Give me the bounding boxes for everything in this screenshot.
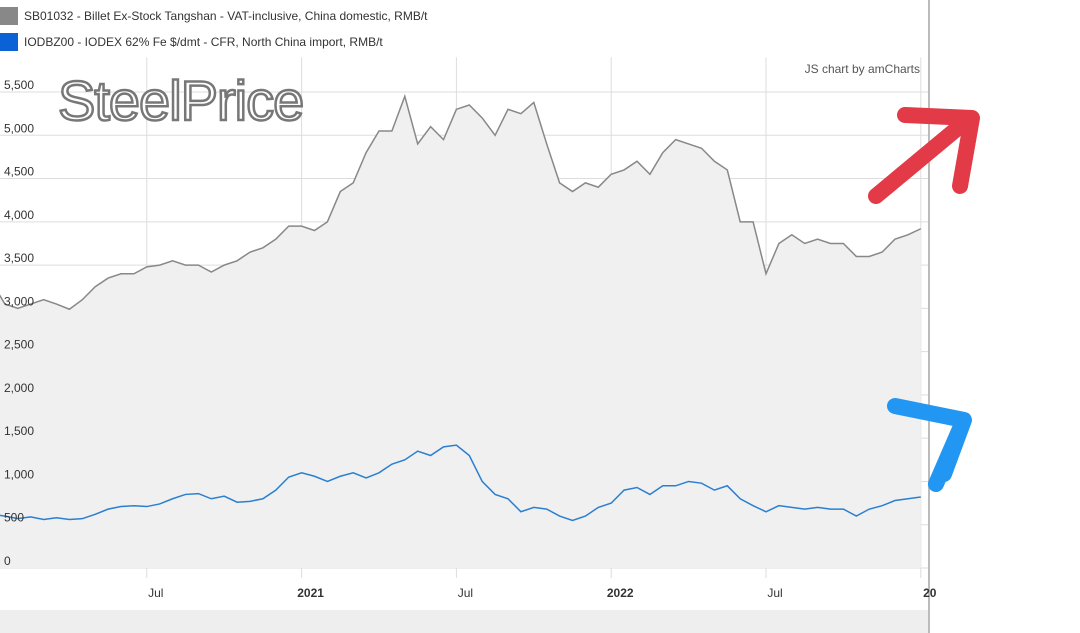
y-tick-label: 5,500	[4, 78, 34, 92]
y-tick-label: 2,000	[4, 381, 34, 395]
blue-arrow-head	[887, 398, 972, 482]
y-tick-label: 0	[4, 554, 11, 568]
x-tick-label: 20	[923, 586, 937, 600]
x-tick-label: Jul	[148, 586, 163, 600]
y-tick-label: 4,000	[4, 208, 34, 222]
x-tick-label: 2022	[607, 586, 634, 600]
plot	[0, 57, 928, 578]
y-tick-label: 2,500	[4, 338, 34, 352]
series-line	[0, 444, 921, 522]
series-line	[0, 93, 922, 311]
legend: SB01032 - Billet Ex-Stock Tangshan - VAT…	[0, 7, 428, 51]
series-area	[0, 96, 921, 568]
red-arrow-head	[897, 107, 980, 194]
legend-label: SB01032 - Billet Ex-Stock Tangshan - VAT…	[24, 9, 428, 23]
y-tick-label: 3,500	[4, 251, 34, 265]
credit: JS chart by amCharts	[805, 62, 920, 76]
legend-swatch	[0, 7, 18, 25]
legend-label: IODBZ00 - IODEX 62% Fe $/dmt - CFR, Nort…	[24, 35, 383, 49]
y-tick-label: 3,000	[4, 294, 34, 308]
y-tick-label: 1,500	[4, 424, 34, 438]
legend-swatch	[0, 33, 18, 51]
axes: 0 500 1,000 1,500 2,000 2,500 3,000 3,500 4,000 4…	[4, 78, 937, 600]
scrollbar	[0, 610, 928, 633]
y-tick-label: 1,000	[4, 467, 34, 481]
y-tick-label: 4,500	[4, 165, 34, 179]
y-tick-label: 500	[4, 511, 24, 525]
x-tick-label: Jul	[767, 586, 782, 600]
y-tick-label: 5,000	[4, 121, 34, 135]
watermark: SteelPrice	[58, 69, 303, 132]
x-tick-label: Jul	[458, 586, 473, 600]
red-arrow	[868, 114, 973, 204]
x-tick-label: 2021	[297, 586, 324, 600]
